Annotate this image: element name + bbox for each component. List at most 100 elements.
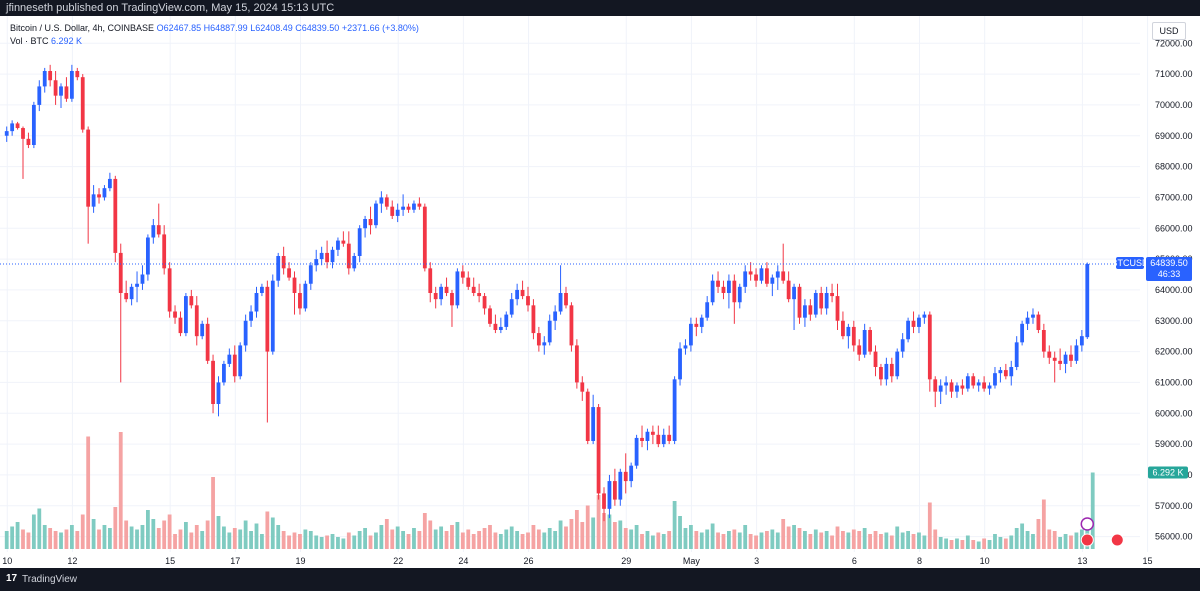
candle-body: [86, 129, 91, 207]
volume-bar: [352, 535, 357, 549]
candle-body: [216, 382, 221, 404]
change-value: +2371.66 (+3.80%): [341, 23, 419, 33]
candle-body: [249, 311, 253, 321]
volume-bar: [156, 528, 161, 549]
vol-label: Vol · BTC: [10, 36, 49, 46]
candle-body: [846, 326, 851, 337]
symbol-tag-bg: [1116, 257, 1144, 270]
volume-bar: [526, 532, 530, 549]
candle-body: [971, 376, 976, 386]
y-tick-label: 59000.00: [1155, 439, 1193, 449]
x-tick-label: 22: [393, 556, 403, 566]
candle-body: [260, 286, 264, 293]
candle-body: [536, 333, 541, 346]
candle-body: [1074, 345, 1079, 361]
volume-bar: [868, 534, 872, 549]
price-tag-countdown: 46:33: [1158, 269, 1181, 279]
x-tick-label: 6: [852, 556, 857, 566]
volume-bar: [618, 520, 623, 549]
candle-body: [520, 289, 525, 297]
volume-bar: [48, 528, 53, 549]
candle-body: [1085, 264, 1090, 338]
candle-body: [330, 249, 335, 263]
candle-body: [661, 434, 666, 445]
y-tick-label: 68000.00: [1155, 162, 1193, 172]
volume-bar: [200, 531, 205, 549]
volume-bar: [927, 502, 932, 549]
candle-body: [542, 342, 547, 346]
price-chart[interactable]: 72000.00 71000.00 70000.00 69000.00 68000.00…: [0, 16, 1200, 568]
candle-body: [363, 219, 367, 229]
volume-bar: [612, 522, 617, 549]
volume-bar: [493, 532, 498, 549]
candle-body: [1025, 317, 1030, 324]
volume-bar: [699, 532, 704, 549]
vol-value: 6.292 K: [51, 36, 83, 46]
volume-bar: [873, 531, 878, 549]
candle-body: [281, 256, 286, 269]
volume-bar: [580, 522, 585, 549]
candle-body: [531, 305, 536, 334]
volume-bar: [276, 525, 281, 549]
y-tick-label: 56000.00: [1155, 532, 1193, 542]
chart-area[interactable]: 72000.00 71000.00 70000.00 69000.00 68000.00…: [0, 16, 1200, 568]
candle-body: [938, 385, 943, 392]
candle-body: [270, 280, 275, 352]
candle-body: [406, 206, 411, 210]
candle-body: [80, 77, 85, 130]
candle-body: [721, 286, 726, 293]
price-tag-bg: [1146, 257, 1192, 282]
candle-body: [10, 123, 15, 132]
low-value: L62408.49: [250, 23, 293, 33]
candle-body: [374, 203, 378, 226]
candle-body: [694, 323, 699, 327]
candle-body: [357, 228, 362, 256]
volume-bar: [1020, 523, 1025, 549]
volume-bar: [922, 535, 927, 549]
candle-body: [965, 376, 970, 389]
volume-bar: [1074, 532, 1079, 549]
candle-body: [830, 293, 834, 297]
volume-bar: [1009, 535, 1014, 549]
candle-body: [194, 305, 199, 337]
volume-bar: [80, 514, 85, 549]
candle-body: [1031, 314, 1035, 318]
volume-bar: [113, 507, 118, 549]
candle-body: [688, 323, 693, 346]
volume-bar: [254, 523, 259, 549]
volume-bar: [830, 535, 834, 549]
x-tick-label: 17: [230, 556, 240, 566]
volume-bar: [488, 525, 492, 549]
volume-bar: [59, 532, 63, 549]
candle-body: [433, 293, 438, 300]
volume-bar: [574, 510, 579, 549]
candle-body: [129, 286, 134, 300]
candle-body: [319, 252, 324, 260]
candle-body: [835, 296, 840, 321]
volume-bar: [656, 532, 661, 549]
volume-bar: [640, 534, 644, 549]
volume-bar: [145, 510, 150, 549]
volume-bar: [319, 537, 324, 549]
candle-body: [460, 271, 465, 278]
candle-body: [265, 286, 270, 352]
candle-body: [395, 209, 400, 216]
volume-bar: [797, 528, 802, 549]
volume-bar: [1063, 534, 1068, 549]
volume-bar: [151, 519, 156, 549]
currency-button[interactable]: USD: [1152, 22, 1186, 40]
candle-body: [873, 351, 878, 367]
volume-bar: [781, 519, 786, 549]
volume-bar: [634, 525, 639, 549]
candle-body: [417, 203, 422, 207]
candle-body: [629, 465, 634, 482]
candle-body: [384, 197, 389, 207]
candle-body: [1047, 351, 1052, 358]
x-tick-label: 10: [2, 556, 12, 566]
candle-body: [439, 286, 444, 300]
candle-body: [336, 240, 340, 250]
y-tick-label: 67000.00: [1155, 192, 1193, 202]
candle-body: [1079, 336, 1084, 346]
volume-bar: [683, 528, 688, 549]
candle-body: [1014, 342, 1019, 367]
